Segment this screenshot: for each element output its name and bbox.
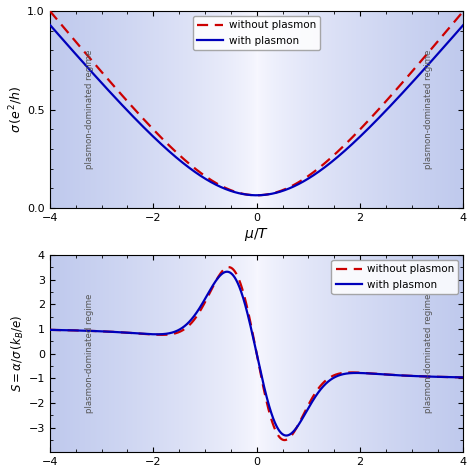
with plasmon: [283, 433, 289, 438]
without plasmon: [461, 374, 466, 380]
with plasmon: [224, 186, 229, 192]
Text: plasmon-dominated regime: plasmon-dominated regime: [84, 50, 93, 169]
Legend: without plasmon, with plasmon: without plasmon, with plasmon: [193, 16, 320, 50]
Y-axis label: $\sigma\,(e^2/h)$: $\sigma\,(e^2/h)$: [7, 86, 25, 133]
with plasmon: [224, 269, 229, 274]
Text: plasmon-dominated regime: plasmon-dominated regime: [424, 294, 433, 413]
with plasmon: [408, 373, 414, 379]
without plasmon: [47, 8, 53, 14]
without plasmon: [408, 373, 414, 379]
without plasmon: [94, 328, 100, 334]
without plasmon: [226, 264, 232, 270]
with plasmon: [94, 75, 100, 81]
without plasmon: [94, 64, 100, 69]
without plasmon: [224, 265, 229, 271]
Line: without plasmon: without plasmon: [50, 267, 464, 440]
with plasmon: [47, 327, 53, 333]
with plasmon: [453, 31, 458, 36]
without plasmon: [282, 437, 287, 443]
with plasmon: [461, 22, 466, 27]
Legend: without plasmon, with plasmon: without plasmon, with plasmon: [331, 260, 458, 294]
X-axis label: $\mu/T$: $\mu/T$: [244, 226, 269, 243]
with plasmon: [224, 269, 230, 274]
with plasmon: [254, 192, 259, 198]
Line: without plasmon: without plasmon: [50, 11, 464, 195]
Y-axis label: $S = \alpha/\sigma\,(k_B/e)$: $S = \alpha/\sigma\,(k_B/e)$: [9, 315, 26, 392]
with plasmon: [408, 81, 414, 87]
without plasmon: [206, 175, 211, 181]
without plasmon: [254, 192, 259, 198]
without plasmon: [47, 327, 53, 333]
without plasmon: [453, 18, 458, 23]
without plasmon: [118, 329, 124, 335]
without plasmon: [408, 70, 414, 76]
with plasmon: [47, 22, 53, 27]
Line: with plasmon: with plasmon: [50, 25, 464, 195]
without plasmon: [453, 374, 458, 380]
Text: plasmon-dominated regime: plasmon-dominated regime: [84, 294, 93, 413]
without plasmon: [118, 92, 124, 98]
with plasmon: [118, 329, 124, 335]
with plasmon: [94, 328, 100, 334]
without plasmon: [461, 8, 466, 14]
with plasmon: [461, 374, 466, 380]
with plasmon: [453, 374, 458, 380]
without plasmon: [224, 185, 229, 191]
Line: with plasmon: with plasmon: [50, 272, 464, 436]
with plasmon: [206, 290, 211, 296]
without plasmon: [206, 292, 211, 298]
Text: plasmon-dominated regime: plasmon-dominated regime: [424, 50, 433, 169]
with plasmon: [118, 101, 124, 107]
with plasmon: [206, 178, 211, 183]
